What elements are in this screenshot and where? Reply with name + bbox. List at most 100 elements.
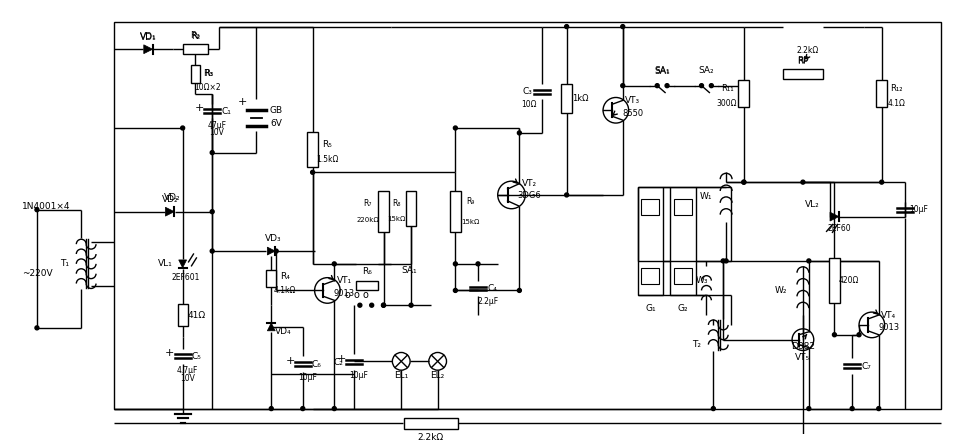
Text: +: + xyxy=(195,103,204,113)
Bar xyxy=(191,65,200,83)
Bar xyxy=(404,418,457,429)
Text: +: + xyxy=(238,97,247,108)
Text: VT₁: VT₁ xyxy=(337,276,352,285)
Circle shape xyxy=(210,249,214,253)
Text: 420Ω: 420Ω xyxy=(839,276,859,285)
Text: 2.2kΩ: 2.2kΩ xyxy=(797,46,819,55)
Circle shape xyxy=(807,259,810,263)
Text: 10V: 10V xyxy=(210,128,224,138)
Circle shape xyxy=(35,208,39,212)
Polygon shape xyxy=(144,45,152,54)
Text: R₆: R₆ xyxy=(362,267,372,276)
Text: C₆: C₆ xyxy=(312,360,321,369)
Text: T₁: T₁ xyxy=(60,259,69,269)
Circle shape xyxy=(712,407,715,411)
Text: 15kΩ: 15kΩ xyxy=(387,216,406,221)
Circle shape xyxy=(699,84,704,88)
Text: 10μF: 10μF xyxy=(298,373,317,381)
Bar xyxy=(877,80,887,107)
Polygon shape xyxy=(830,212,839,221)
Text: R₉: R₉ xyxy=(466,197,475,206)
Text: SA₁: SA₁ xyxy=(401,266,417,275)
Text: C₃: C₃ xyxy=(523,87,532,96)
Text: 9013: 9013 xyxy=(334,289,355,298)
Text: R₈: R₈ xyxy=(392,199,401,208)
Text: D882: D882 xyxy=(791,342,815,351)
Text: W₁: W₁ xyxy=(700,192,713,202)
Polygon shape xyxy=(178,260,187,268)
Circle shape xyxy=(832,333,836,337)
Text: C₄: C₄ xyxy=(488,284,498,293)
Bar xyxy=(177,304,188,326)
Text: C₁: C₁ xyxy=(221,107,231,116)
Bar xyxy=(642,199,659,215)
Circle shape xyxy=(807,407,810,411)
Circle shape xyxy=(454,126,457,130)
Bar xyxy=(638,187,663,295)
Text: 4.1Ω: 4.1Ω xyxy=(887,99,905,108)
Bar xyxy=(738,80,749,107)
Text: SA₁: SA₁ xyxy=(654,67,670,75)
Circle shape xyxy=(877,407,880,411)
Circle shape xyxy=(476,262,480,266)
Circle shape xyxy=(382,303,386,307)
Text: R₁₂: R₁₂ xyxy=(890,84,902,93)
Circle shape xyxy=(801,180,805,184)
Text: VD₃: VD₃ xyxy=(265,234,282,243)
Circle shape xyxy=(518,288,522,292)
Text: W₃: W₃ xyxy=(695,276,708,285)
Circle shape xyxy=(210,151,214,155)
Circle shape xyxy=(269,407,273,411)
Text: R₅: R₅ xyxy=(322,140,333,149)
Text: SA₂: SA₂ xyxy=(698,67,714,75)
Text: C₇: C₇ xyxy=(861,362,871,371)
Bar xyxy=(561,84,573,113)
Text: 2EF601: 2EF601 xyxy=(172,273,199,282)
Bar xyxy=(114,22,941,409)
Text: VT₄: VT₄ xyxy=(881,310,896,320)
Text: 6V: 6V xyxy=(270,119,282,127)
Text: R₄: R₄ xyxy=(280,272,290,281)
Text: SA₁: SA₁ xyxy=(654,67,670,76)
Text: 9013: 9013 xyxy=(878,323,900,333)
Polygon shape xyxy=(165,207,175,216)
Text: 300Ω: 300Ω xyxy=(717,99,737,108)
Bar xyxy=(406,191,416,226)
Bar xyxy=(356,280,378,291)
Text: VL₁: VL₁ xyxy=(157,259,173,269)
Circle shape xyxy=(565,193,569,197)
Text: R₂: R₂ xyxy=(191,31,200,40)
Bar xyxy=(182,44,208,54)
Circle shape xyxy=(565,25,569,29)
Bar xyxy=(784,69,823,79)
Circle shape xyxy=(274,249,278,253)
Circle shape xyxy=(710,84,713,88)
Text: W₂: W₂ xyxy=(775,286,787,295)
Circle shape xyxy=(742,180,746,184)
Bar xyxy=(378,191,389,232)
Bar xyxy=(267,270,276,288)
Text: EL₂: EL₂ xyxy=(431,370,445,380)
Text: T₂: T₂ xyxy=(692,340,701,349)
Circle shape xyxy=(333,407,337,411)
Bar xyxy=(674,268,691,284)
Circle shape xyxy=(382,303,386,307)
Text: R₇: R₇ xyxy=(363,199,372,208)
Circle shape xyxy=(857,333,861,337)
Circle shape xyxy=(210,210,214,213)
Text: 8550: 8550 xyxy=(622,109,643,118)
Text: VD₁: VD₁ xyxy=(140,32,156,41)
Circle shape xyxy=(35,326,39,330)
Circle shape xyxy=(742,180,746,184)
Circle shape xyxy=(370,303,374,307)
Circle shape xyxy=(879,180,883,184)
Text: +: + xyxy=(165,348,175,359)
Text: o o o: o o o xyxy=(345,290,369,300)
Circle shape xyxy=(620,25,624,29)
Circle shape xyxy=(721,259,725,263)
Bar xyxy=(450,191,460,232)
Text: 2.2μF: 2.2μF xyxy=(478,297,499,306)
Bar xyxy=(829,258,840,303)
Polygon shape xyxy=(268,247,275,255)
Text: R₃: R₃ xyxy=(203,69,213,78)
